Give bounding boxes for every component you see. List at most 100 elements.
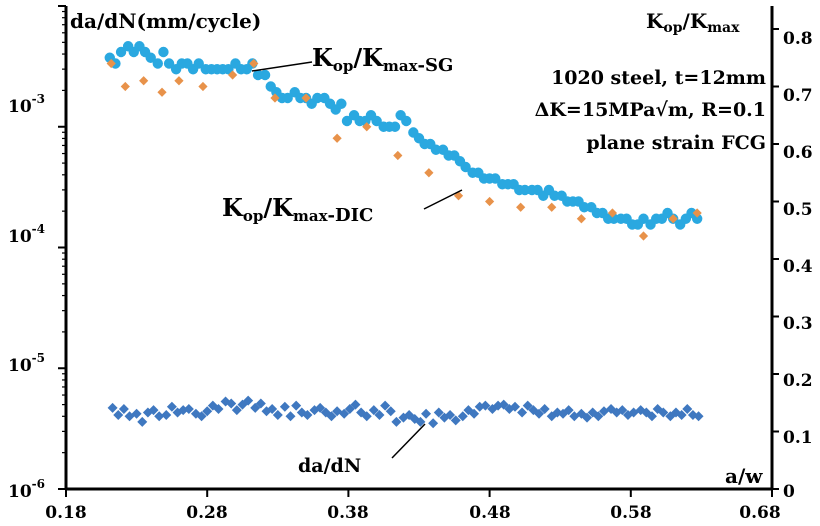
kop-sg-point <box>223 64 234 75</box>
kop-dic-point <box>228 70 238 80</box>
annotation-line: 1020 steel, t=12mm <box>551 67 766 89</box>
x-tick-label: 0.58 <box>610 503 651 523</box>
dadn-point <box>279 401 290 412</box>
kop-dic-point <box>332 133 342 143</box>
right-axis-title: Kop/Kmax <box>646 9 740 36</box>
kop-dic-point <box>453 191 464 201</box>
right-tick-label: 0.7 <box>783 86 813 106</box>
x-tick-label: 0.38 <box>327 503 368 523</box>
kop-dic-point <box>270 93 280 103</box>
x-tick-label: 0.28 <box>186 503 227 523</box>
kop-sg-point <box>152 58 163 69</box>
kop-sg-point <box>341 115 353 127</box>
kop-sg-point <box>282 92 293 104</box>
kop-sg-point <box>158 46 169 58</box>
kop-dic-point <box>174 76 184 86</box>
dadn-point <box>421 408 432 419</box>
dadn-point <box>226 398 237 409</box>
kop-sg-point <box>145 52 156 63</box>
dadn-point <box>563 405 574 416</box>
dadn-point <box>161 410 172 421</box>
right-tick-labels: 0.8 0.7 0.6 0.5 0.4 0.3 0.2 0.1 0 <box>783 29 813 502</box>
annotation-line: ΔK=15MPa√m, R=0.1 <box>535 99 766 121</box>
dadn-point <box>517 407 528 418</box>
dadn-point <box>582 412 593 423</box>
kop-sg-point <box>389 121 401 132</box>
dadn-point <box>243 395 254 406</box>
dadn-point <box>166 401 177 412</box>
series-label-dadn: da/dN <box>298 455 361 477</box>
left-tick-label: 10-5 <box>8 351 45 376</box>
right-tick-label: 0.2 <box>783 371 813 391</box>
dadn-point <box>154 411 165 422</box>
left-tick-label: 10-3 <box>8 92 45 117</box>
dadn-point <box>118 403 129 414</box>
dadn-point <box>415 416 426 427</box>
kop-sg-point <box>259 69 271 81</box>
right-tick-label: 0.6 <box>783 143 813 163</box>
dadn-point <box>267 403 278 414</box>
dadn-point <box>148 405 159 416</box>
dadn-point <box>433 407 444 418</box>
dadn-point <box>593 411 604 422</box>
kop-sg-point <box>115 46 127 58</box>
right-tick-label: 0 <box>783 482 795 502</box>
left-tick-label: 10-6 <box>8 477 45 502</box>
kop-dic-point <box>485 196 495 207</box>
dadn-point <box>302 410 313 421</box>
dadn-point <box>385 406 396 417</box>
dadn-point <box>450 415 461 426</box>
series-label-dic: Kop/Kmax-DIC <box>222 193 373 226</box>
dadn-point <box>682 403 693 414</box>
left-axis-title: da/dN(mm/cycle) <box>70 9 261 33</box>
kop-dic-point <box>393 150 403 161</box>
dadn-point <box>339 408 350 419</box>
dadn-point <box>646 411 657 422</box>
kop-dic-point <box>668 214 678 224</box>
kop-dic-point <box>424 168 434 178</box>
dadn-point <box>522 400 533 411</box>
series-label-dic-group: Kop/Kmax-DIC <box>222 189 463 226</box>
dadn-point <box>315 402 326 413</box>
dadn-point <box>131 408 142 419</box>
x-tick-label: 0.48 <box>469 503 510 523</box>
kop-dic-point <box>157 87 167 97</box>
kop-dic-point <box>607 208 618 218</box>
dadn-point <box>291 400 302 411</box>
x-tick-label: 0.68 <box>739 503 780 523</box>
annotation-line: plane strain FCG <box>586 132 766 154</box>
right-tick-label: 0.3 <box>783 314 813 334</box>
kop-dic-point <box>198 81 208 92</box>
x-tick-label: 0.18 <box>45 503 86 523</box>
dadn-point <box>617 405 628 416</box>
dadn-point <box>391 416 402 427</box>
dadn-point <box>250 402 261 413</box>
dadn-point <box>498 399 509 410</box>
kop-dic-point <box>120 81 130 92</box>
x-axis-title: a/w <box>725 464 763 488</box>
dadn-point <box>510 401 521 412</box>
dadn-point <box>183 403 194 414</box>
dadn-point <box>534 408 545 419</box>
dadn-point <box>285 411 296 422</box>
series-kop-dic <box>106 58 702 241</box>
dadn-point <box>196 411 207 422</box>
right-tick-label: 0.5 <box>783 200 813 220</box>
right-tick-label: 0.1 <box>783 428 813 448</box>
dadn-point <box>213 403 224 414</box>
leader-line-sg <box>251 61 313 72</box>
kop-sg-point <box>490 173 501 184</box>
dadn-point <box>374 410 385 421</box>
kop-dic-point <box>106 58 116 69</box>
leader-line-dic <box>423 189 463 210</box>
tick-marks <box>58 5 779 497</box>
series-dadn <box>107 395 704 429</box>
dadn-point <box>693 411 704 422</box>
dadn-point <box>231 405 242 416</box>
leader-line-dadn <box>391 423 426 459</box>
dadn-point <box>539 403 550 414</box>
kop-sg-point <box>371 115 382 127</box>
dadn-point <box>202 406 213 417</box>
left-tick-label: 10-4 <box>8 222 45 247</box>
